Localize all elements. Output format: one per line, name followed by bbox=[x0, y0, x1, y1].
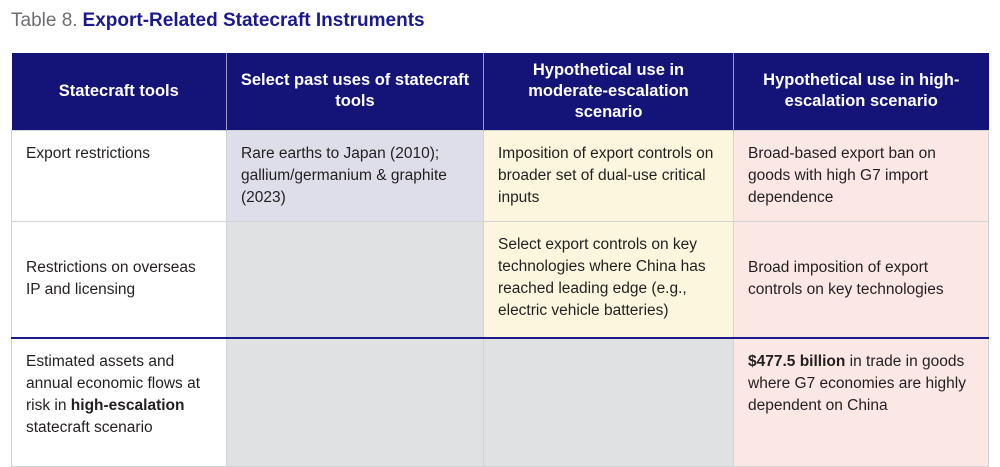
cell-past-uses-export-restrictions: Rare earths to Japan (2010); gallium/ger… bbox=[226, 129, 484, 222]
table-body: Export restrictions Rare earths to Japan… bbox=[11, 129, 989, 467]
cell-past-uses-ip-licensing bbox=[226, 220, 484, 339]
cell-tool-export-restrictions: Export restrictions bbox=[11, 129, 227, 222]
cell-tool-ip-licensing: Restrictions on overseas IP and licensin… bbox=[11, 220, 227, 339]
table-header-row: Statecraft tools Select past uses of sta… bbox=[11, 53, 989, 130]
trade-value-rest: in trade in goods where G7 economies are… bbox=[748, 353, 966, 414]
table-summary-row: Estimated assets and annual economic flo… bbox=[11, 337, 989, 467]
cell-high-ip-licensing: Broad imposition of export controls on k… bbox=[733, 220, 989, 339]
table-container: Statecraft tools Select past uses of sta… bbox=[11, 53, 989, 467]
column-header-statecraft-tools: Statecraft tools bbox=[11, 53, 227, 130]
table-row: Export restrictions Rare earths to Japan… bbox=[11, 129, 989, 222]
cell-moderate-estimated-assets bbox=[483, 337, 734, 467]
cell-moderate-export-restrictions: Imposition of export controls on broader… bbox=[483, 129, 734, 222]
table-caption: Table 8. Export-Related Statecraft Instru… bbox=[11, 8, 425, 34]
statecraft-instruments-table: Statecraft tools Select past uses of sta… bbox=[11, 53, 989, 467]
column-header-high-escalation: Hypothetical use in high-escalation scen… bbox=[733, 53, 989, 130]
estimated-assets-text-suffix: statecraft scenario bbox=[26, 419, 153, 436]
column-header-moderate-escalation: Hypothetical use in moderate-escalation … bbox=[483, 53, 734, 130]
table-header: Statecraft tools Select past uses of sta… bbox=[11, 53, 989, 130]
cell-high-export-restrictions: Broad-based export ban on goods with hig… bbox=[733, 129, 989, 222]
column-header-past-uses: Select past uses of statecraft tools bbox=[226, 53, 484, 130]
cell-tool-estimated-assets: Estimated assets and annual economic flo… bbox=[11, 337, 227, 467]
table-number-label: Table 8. bbox=[11, 10, 78, 31]
cell-past-uses-estimated-assets bbox=[226, 337, 484, 467]
cell-high-estimated-assets: $477.5 billion in trade in goods where G… bbox=[733, 337, 989, 467]
estimated-assets-text-prefix: Estimated assets and annual economic flo… bbox=[26, 353, 201, 414]
trade-value-bold: $477.5 billion bbox=[748, 353, 846, 370]
estimated-assets-text-bold: high-escalation bbox=[70, 397, 185, 414]
cell-moderate-ip-licensing: Select export controls on key technologi… bbox=[483, 220, 734, 339]
page-title: Export-Related Statecraft Instruments bbox=[82, 10, 425, 31]
table-row: Restrictions on overseas IP and licensin… bbox=[11, 220, 989, 339]
